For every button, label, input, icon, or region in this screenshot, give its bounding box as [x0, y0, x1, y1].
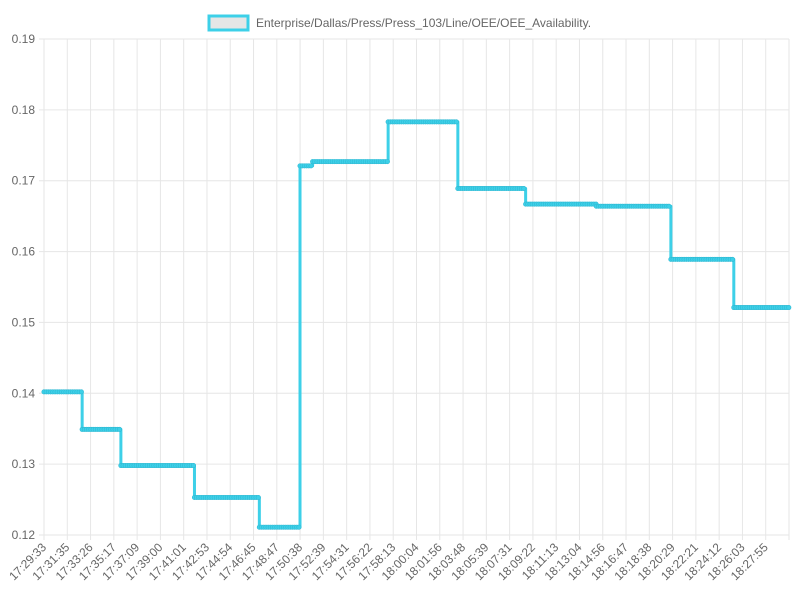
data-segment[interactable] — [593, 203, 672, 209]
grid — [39, 38, 790, 540]
data-point[interactable] — [521, 186, 527, 192]
legend-label[interactable]: Enterprise/Dallas/Press/Press_103/Line/O… — [256, 16, 591, 30]
y-tick-label: 0.18 — [12, 103, 36, 117]
y-tick-label: 0.13 — [12, 457, 36, 471]
y-axis-ticks: 0.12 0.13 0.14 0.15 0.16 0.17 0.18 0.19 — [12, 32, 36, 542]
y-tick-label: 0.12 — [12, 528, 36, 542]
data-point[interactable] — [117, 426, 123, 432]
data-segment[interactable] — [118, 463, 196, 469]
data-point[interactable] — [786, 305, 792, 311]
data-segment[interactable] — [455, 186, 527, 192]
y-tick-label: 0.14 — [12, 386, 36, 400]
data-segment[interactable] — [731, 305, 792, 311]
data-segment[interactable] — [385, 119, 459, 125]
legend-swatch[interactable] — [207, 14, 250, 32]
data-segment[interactable] — [297, 163, 314, 169]
data-segment[interactable] — [256, 524, 302, 530]
data-point[interactable] — [729, 256, 735, 262]
y-tick-label: 0.16 — [12, 245, 36, 259]
legend[interactable]: Enterprise/Dallas/Press/Press_103/Line/O… — [207, 14, 591, 32]
data-segment[interactable] — [41, 389, 84, 395]
series-line-group — [41, 119, 792, 530]
data-segment[interactable] — [310, 159, 390, 165]
data-point[interactable] — [453, 119, 459, 125]
data-point[interactable] — [255, 494, 261, 500]
data-point[interactable] — [384, 159, 390, 165]
data-segment[interactable] — [79, 426, 123, 432]
data-segment[interactable] — [191, 494, 261, 500]
data-point[interactable] — [190, 463, 196, 469]
data-segment[interactable] — [523, 201, 599, 207]
data-point[interactable] — [308, 163, 314, 169]
x-axis-ticks: 17:29:3317:31:3517:33:2617:35:1717:37:09… — [6, 540, 771, 583]
y-tick-label: 0.19 — [12, 32, 36, 46]
y-tick-label: 0.17 — [12, 174, 36, 188]
data-point[interactable] — [296, 524, 302, 530]
data-point[interactable] — [666, 203, 672, 209]
y-tick-label: 0.15 — [12, 315, 36, 329]
data-point[interactable] — [78, 389, 84, 395]
data-segment[interactable] — [668, 256, 735, 262]
